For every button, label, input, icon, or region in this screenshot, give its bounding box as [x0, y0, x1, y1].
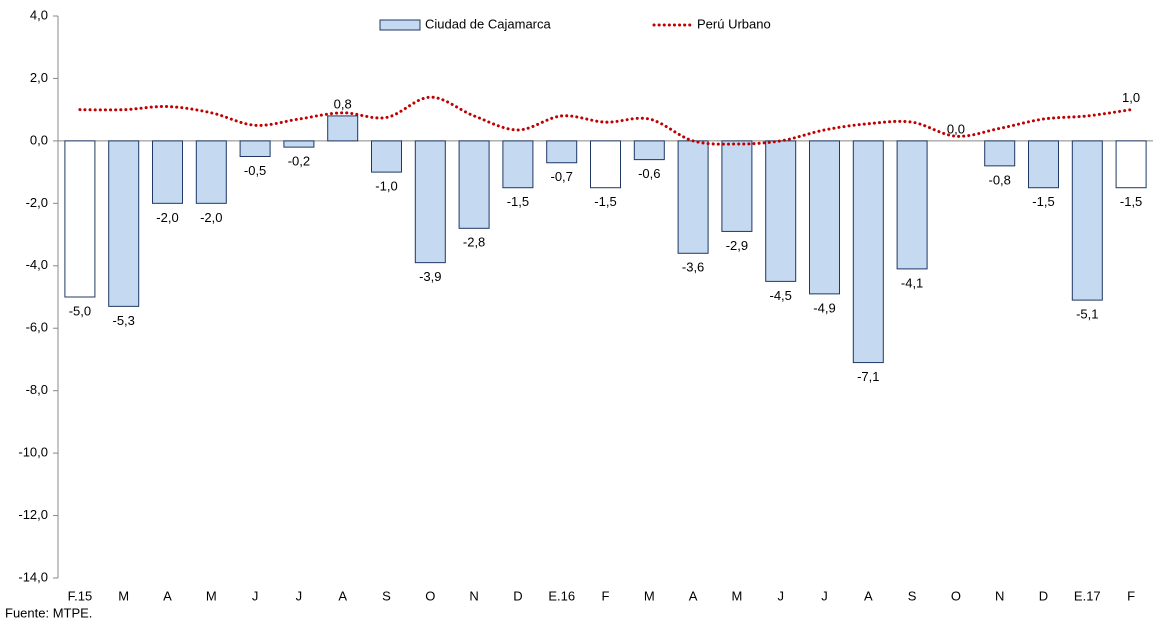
y-tick-label: 0,0 [30, 132, 48, 147]
y-tick-label: -10,0 [18, 445, 48, 460]
bar [64, 140, 96, 298]
value-label: -5,0 [69, 303, 91, 318]
value-label: -0,5 [244, 163, 266, 178]
bar [896, 140, 928, 270]
value-label: -4,5 [769, 288, 791, 303]
value-label: 0,8 [334, 96, 352, 111]
x-tick-label: O [951, 588, 961, 603]
bar [108, 140, 140, 307]
x-tick-label: J [252, 588, 259, 603]
x-tick-label: J [777, 588, 784, 603]
x-tick-label: M [206, 588, 217, 603]
x-tick-label: E.16 [548, 588, 575, 603]
bar [765, 140, 797, 282]
bar [809, 140, 840, 295]
y-tick-label: -6,0 [26, 320, 48, 335]
value-label: -5,1 [1076, 307, 1098, 322]
value-label: -2,0 [156, 210, 178, 225]
y-tick-label: -4,0 [26, 257, 48, 272]
legend-swatch [379, 19, 421, 31]
bar [327, 115, 359, 142]
x-tick-label: E.17 [1074, 588, 1101, 603]
value-label: 0,0 [947, 121, 965, 136]
bar [1071, 140, 1103, 301]
bar [152, 140, 183, 204]
value-label: -1,5 [1032, 194, 1054, 209]
bar [633, 140, 665, 161]
x-tick-label: O [425, 588, 435, 603]
x-tick-label: F [602, 588, 610, 603]
value-label: 1,0 [1122, 90, 1140, 105]
x-tick-label: M [731, 588, 742, 603]
bar [1115, 140, 1147, 189]
source-note: Fuente: MTPE. [5, 605, 92, 620]
value-label: -4,9 [813, 300, 835, 315]
x-tick-label: M [118, 588, 129, 603]
y-tick-label: -2,0 [26, 195, 48, 210]
bar [371, 140, 402, 173]
legend-label: Perú Urbano [697, 16, 771, 31]
bar [852, 140, 884, 364]
value-label: -5,3 [112, 313, 134, 328]
value-label: -1,5 [594, 194, 616, 209]
x-tick-label: A [689, 588, 698, 603]
x-tick-label: M [644, 588, 655, 603]
x-tick-label: A [864, 588, 873, 603]
x-tick-label: A [163, 588, 172, 603]
value-label: -1,0 [375, 179, 397, 194]
x-tick-label: J [821, 588, 828, 603]
bar [239, 140, 271, 157]
y-tick-label: -12,0 [18, 507, 48, 522]
value-label: -4,1 [901, 275, 923, 290]
x-tick-label: N [469, 588, 478, 603]
x-tick-label: A [338, 588, 347, 603]
bar [458, 140, 490, 229]
legend-label: Ciudad de Cajamarca [425, 16, 552, 31]
value-label: -0,2 [288, 154, 310, 169]
value-label: -7,1 [857, 369, 879, 384]
bar [677, 140, 709, 254]
x-tick-label: D [513, 588, 522, 603]
x-tick-label: F [1127, 588, 1135, 603]
x-tick-label: S [908, 588, 917, 603]
value-label: -2,8 [463, 235, 485, 250]
bar [502, 140, 534, 189]
x-tick-label: F.15 [68, 588, 93, 603]
value-label: -3,9 [419, 269, 441, 284]
value-label: -0,7 [550, 169, 572, 184]
x-tick-label: S [382, 588, 391, 603]
bar [721, 140, 753, 232]
bar [283, 140, 315, 148]
line [78, 95, 1133, 146]
x-tick-label: N [995, 588, 1004, 603]
bar [590, 140, 621, 189]
y-tick-label: -8,0 [26, 382, 48, 397]
value-label: -1,5 [1120, 194, 1142, 209]
y-tick-label: 4,0 [30, 7, 48, 22]
value-label: -2,9 [726, 238, 748, 253]
x-tick-label: J [296, 588, 303, 603]
value-label: -1,5 [507, 194, 529, 209]
value-label: -2,0 [200, 210, 222, 225]
y-tick-label: -14,0 [18, 569, 48, 584]
bar [414, 140, 446, 264]
bar [1028, 140, 1059, 189]
x-tick-label: D [1039, 588, 1048, 603]
value-label: -0,6 [638, 166, 660, 181]
value-label: -3,6 [682, 260, 704, 275]
bar [546, 140, 578, 164]
bar [195, 140, 227, 204]
value-label: -0,8 [988, 172, 1010, 187]
y-tick-label: 2,0 [30, 70, 48, 85]
bar [984, 140, 1016, 167]
